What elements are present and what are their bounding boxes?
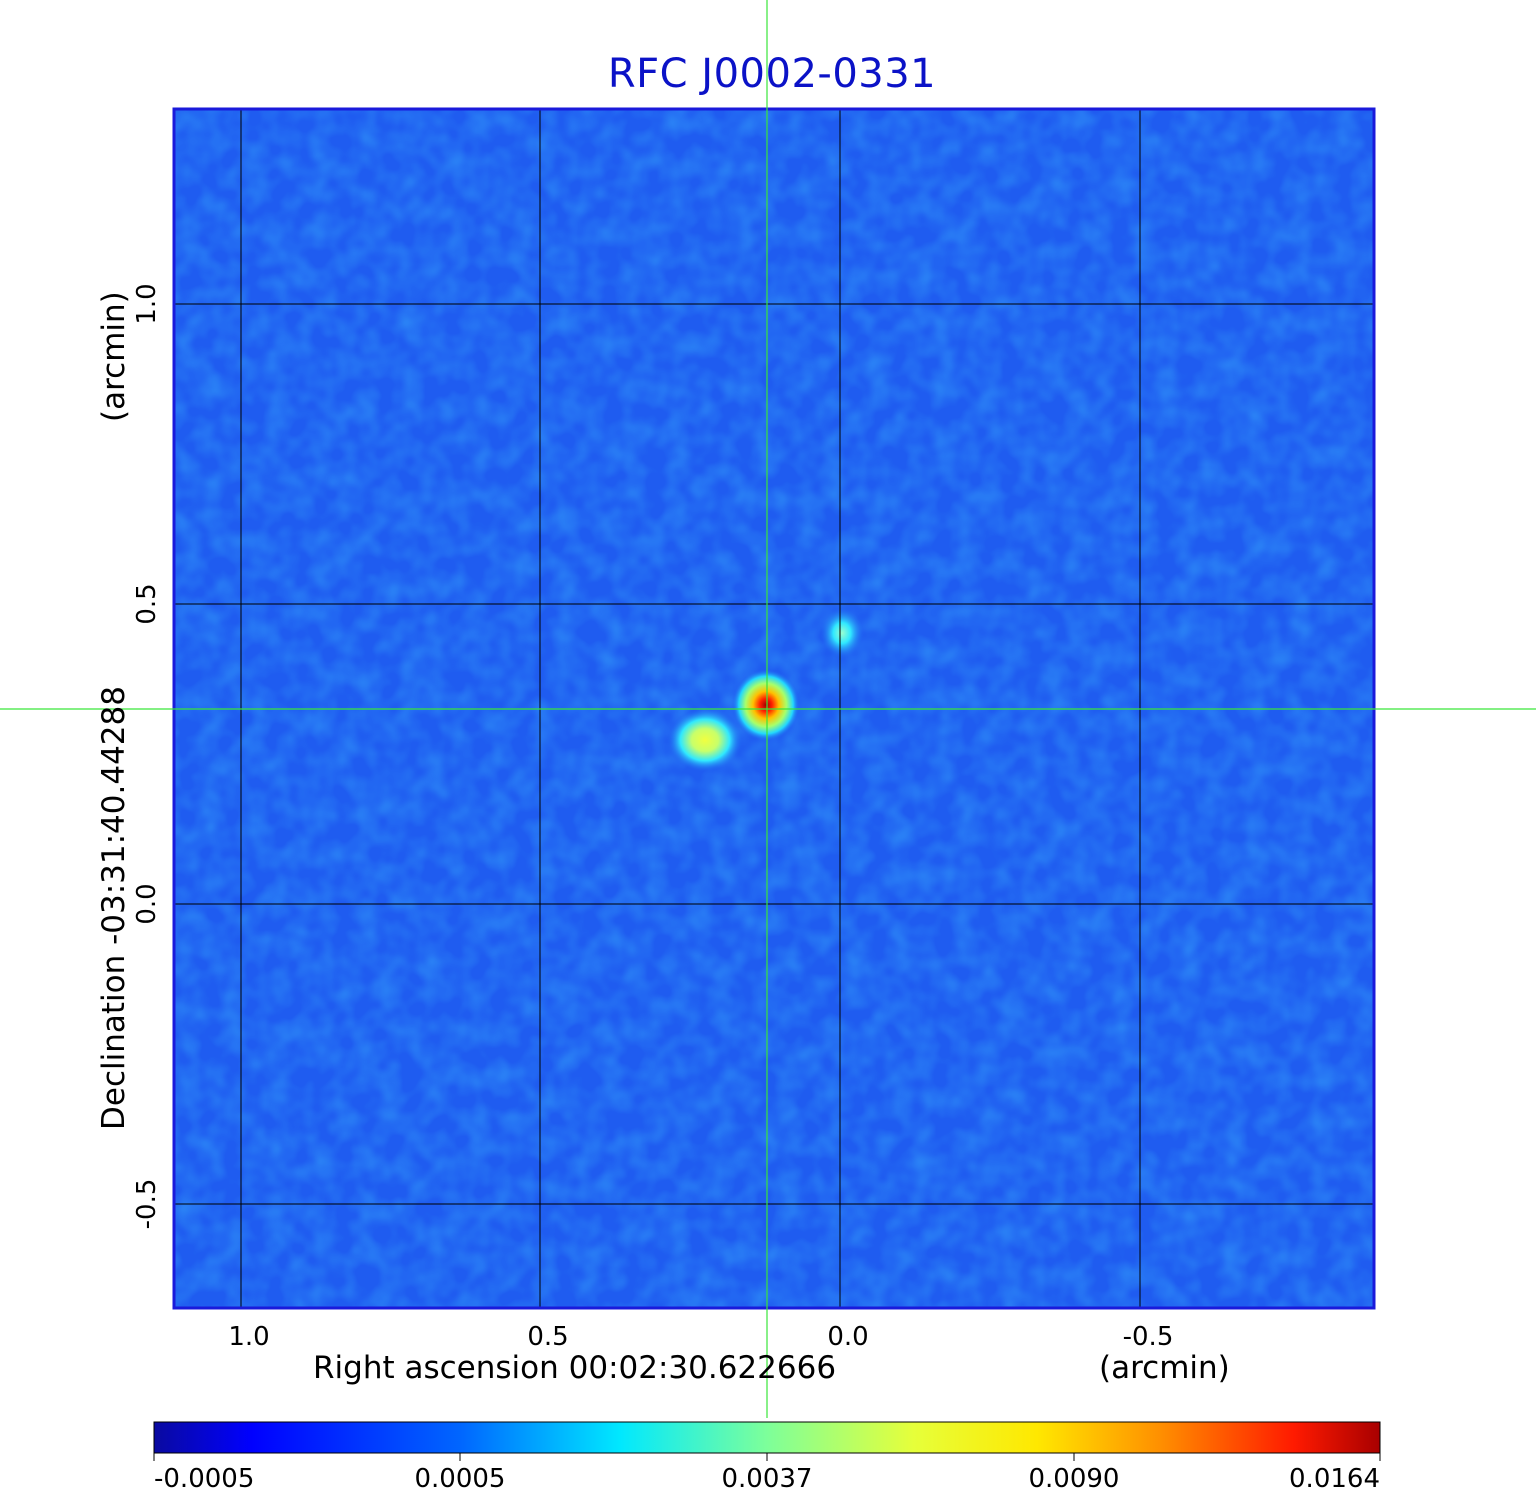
y-axis-label: Declination -03:31:40.44288 xyxy=(96,686,132,1130)
y-tick-label: 1.0 xyxy=(132,283,162,324)
x-tick-label: 0.5 xyxy=(527,1322,568,1352)
y-axis-unit: (arcmin) xyxy=(96,291,132,422)
x-axis-unit: (arcmin) xyxy=(1099,1350,1230,1386)
x-tick-label: 0.0 xyxy=(827,1322,868,1352)
source-core xyxy=(732,669,800,741)
source-knot-northwest xyxy=(820,607,864,659)
colorbar-tick-label: -0.0005 xyxy=(154,1464,254,1494)
colorbar-tick-label: 0.0164 xyxy=(1289,1464,1380,1494)
source-knot-southeast xyxy=(667,708,743,772)
y-tick-label: 0.5 xyxy=(132,583,162,624)
colorbar-tick-label: 0.0037 xyxy=(722,1464,813,1494)
x-axis-label: Right ascension 00:02:30.622666 xyxy=(313,1350,836,1386)
colorbar-tick-label: 0.0090 xyxy=(1029,1464,1120,1494)
colorbar-tick-label: 0.0005 xyxy=(415,1464,506,1494)
y-tick-label: -0.5 xyxy=(132,1179,162,1230)
image-title: RFC J0002-0331 xyxy=(607,51,937,97)
y-tick-label: 0.0 xyxy=(132,883,162,924)
x-tick-label: 1.0 xyxy=(228,1322,269,1352)
colorbar xyxy=(153,1421,1381,1454)
x-tick-label: -0.5 xyxy=(1123,1322,1174,1352)
